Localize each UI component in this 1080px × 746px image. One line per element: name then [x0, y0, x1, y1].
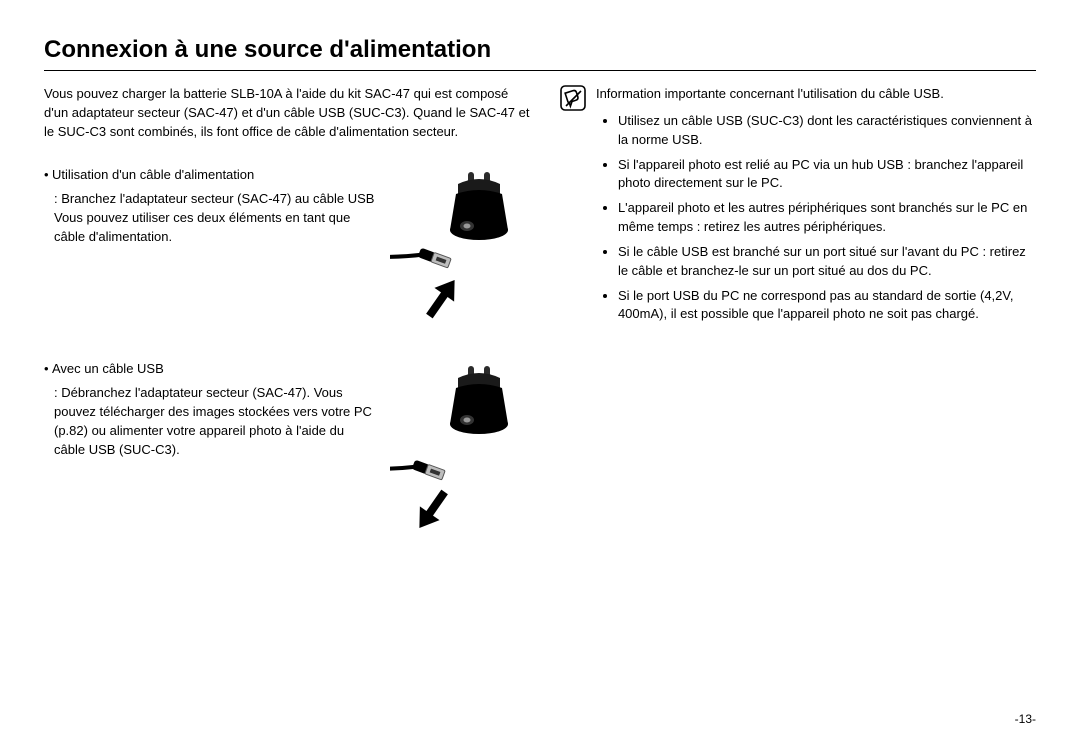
- intro-paragraph: Vous pouvez charger la batterie SLB-10A …: [44, 85, 530, 142]
- title-rule: [44, 70, 1036, 71]
- page-title: Connexion à une source d'alimentation: [44, 36, 1036, 64]
- section-usb-cable: • Avec un câble USB : Débranchez l'adapt…: [44, 360, 530, 560]
- right-column: Information importante concernant l'util…: [560, 85, 1036, 584]
- section-heading: Utilisation d'un câble d'alimentation: [52, 166, 254, 185]
- note-item: L'appareil photo et les autres périphéri…: [618, 199, 1036, 237]
- adapter-detach-illustration: [390, 360, 530, 560]
- note-lead: Information importante concernant l'util…: [596, 85, 1036, 104]
- section-power-cable: • Utilisation d'un câble d'alimentation …: [44, 166, 530, 336]
- note-item: Si le câble USB est branché sur un port …: [618, 243, 1036, 281]
- bullet-icon: •: [44, 360, 52, 379]
- bullet-icon: •: [44, 166, 52, 185]
- section-heading: Avec un câble USB: [52, 360, 164, 379]
- section-body: : Débranchez l'adaptateur secteur (SAC-4…: [44, 384, 376, 459]
- left-column: Vous pouvez charger la batterie SLB-10A …: [44, 85, 530, 584]
- section-body: : Branchez l'adaptateur secteur (SAC-47)…: [44, 190, 376, 247]
- note-list: Utilisez un câble USB (SUC-C3) dont les …: [596, 112, 1036, 324]
- note-item: Si l'appareil photo est relié au PC via …: [618, 156, 1036, 194]
- note-icon: [560, 85, 586, 111]
- important-note: Information importante concernant l'util…: [560, 85, 1036, 330]
- note-item: Si le port USB du PC ne correspond pas a…: [618, 287, 1036, 325]
- two-column-layout: Vous pouvez charger la batterie SLB-10A …: [44, 85, 1036, 584]
- page-number: -13-: [1015, 712, 1036, 726]
- adapter-attach-illustration: [390, 166, 530, 336]
- note-item: Utilisez un câble USB (SUC-C3) dont les …: [618, 112, 1036, 150]
